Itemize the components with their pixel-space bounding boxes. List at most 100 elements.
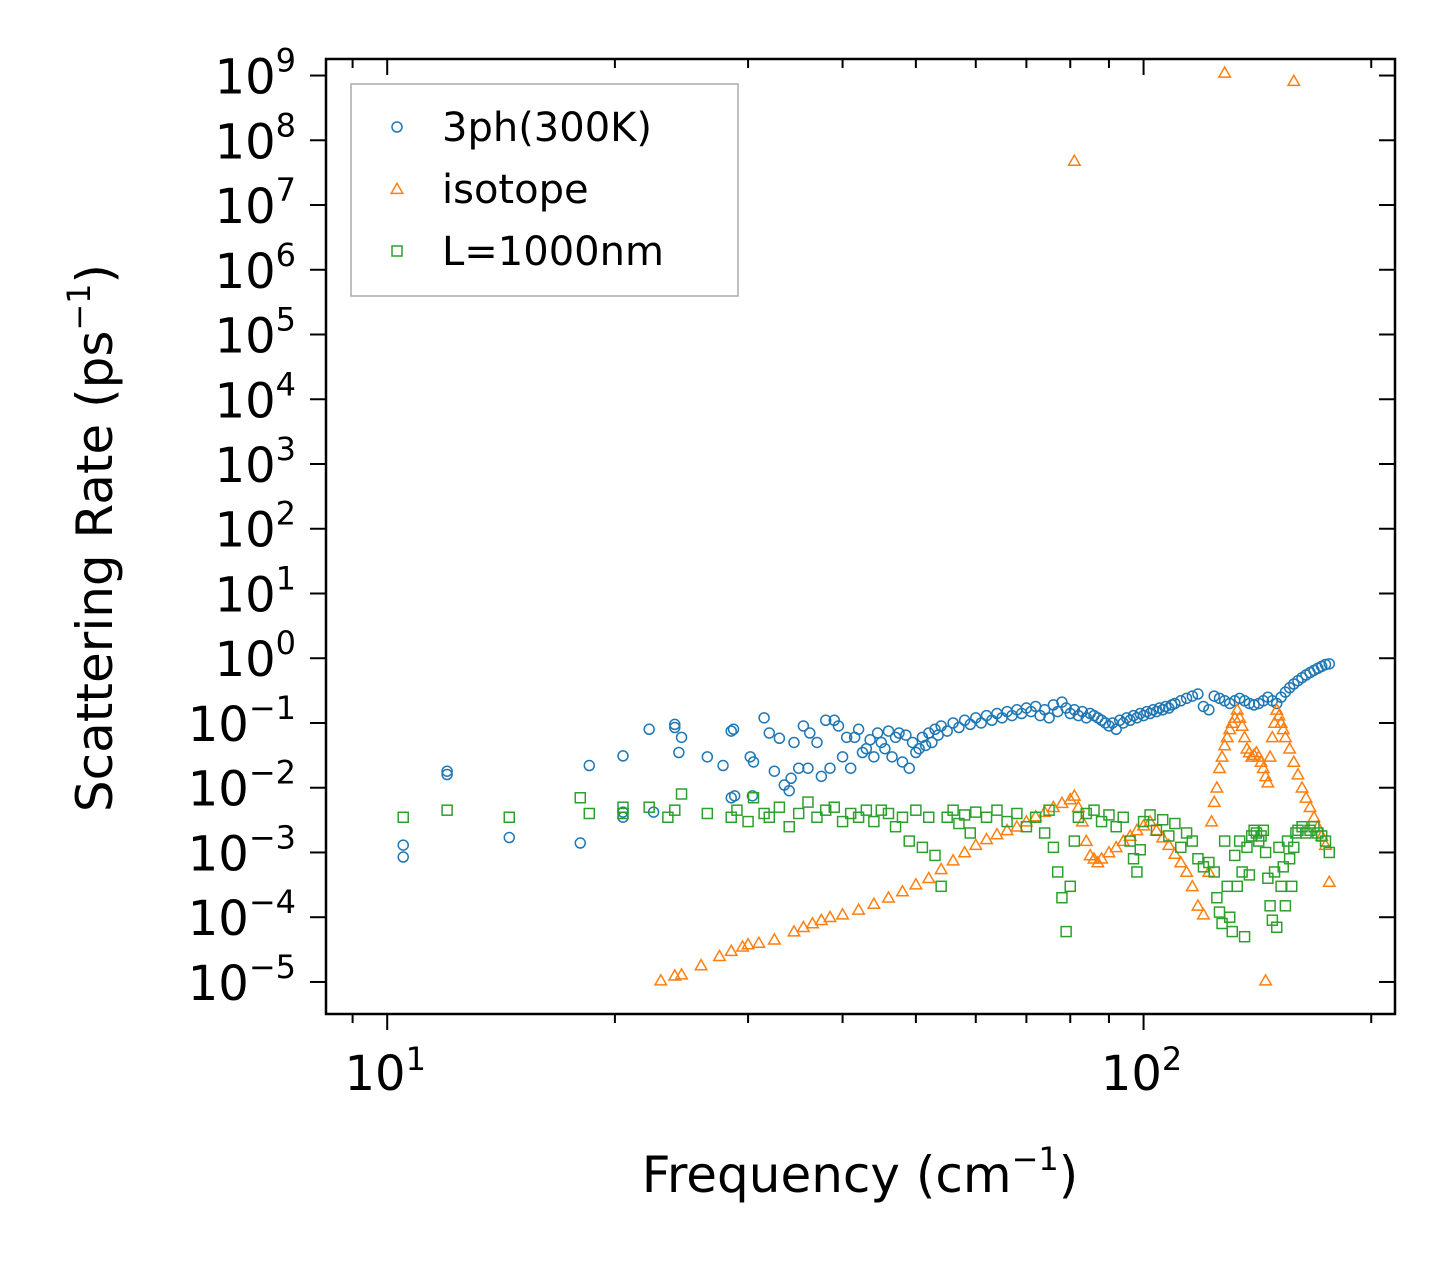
data-point — [1192, 688, 1204, 700]
data-point — [441, 765, 453, 777]
data-point — [742, 815, 754, 828]
data-point — [941, 811, 953, 823]
y-tick-label: 103 — [215, 430, 296, 494]
data-point — [1175, 695, 1187, 707]
data-point — [1241, 841, 1253, 854]
data-point — [1136, 818, 1151, 831]
data-point — [1300, 827, 1312, 839]
data-point — [1020, 820, 1033, 833]
legend-box — [350, 83, 739, 297]
data-point — [929, 849, 941, 862]
data-point — [792, 807, 805, 820]
data-point — [1207, 794, 1222, 808]
data-point — [1127, 852, 1140, 865]
data-point — [1185, 879, 1200, 892]
data-point — [1110, 820, 1122, 833]
ticks-layer: 101 10210−510−410−310−210−110010110210310… — [188, 42, 1395, 1102]
data-point — [1011, 807, 1023, 820]
data-point — [1258, 973, 1273, 986]
data-point — [1156, 704, 1169, 716]
data-point — [1208, 866, 1220, 878]
legend-marker — [391, 121, 403, 133]
data-point — [1312, 827, 1324, 839]
data-point — [1308, 820, 1320, 833]
series-l-1000nm — [397, 788, 1336, 943]
data-point — [1233, 835, 1246, 847]
data-point — [796, 919, 811, 933]
data-point — [441, 804, 453, 816]
data-point — [574, 792, 587, 804]
data-point — [926, 736, 938, 749]
data-point — [935, 880, 947, 893]
data-point — [1075, 814, 1090, 827]
data-point — [1237, 730, 1252, 743]
y-tick-label: 107 — [215, 171, 296, 235]
data-point — [1060, 925, 1072, 938]
data-point — [725, 792, 737, 804]
data-point — [958, 809, 971, 821]
data-point — [1208, 690, 1220, 702]
data-point — [819, 714, 832, 727]
data-point — [669, 718, 681, 731]
data-point — [934, 862, 949, 875]
data-point — [741, 937, 756, 950]
data-point — [836, 815, 849, 828]
data-point — [1296, 820, 1308, 833]
data-point — [783, 784, 795, 797]
y-tick-label: 10−4 — [188, 883, 296, 947]
data-point — [1215, 749, 1230, 762]
data-point — [653, 973, 668, 986]
data-point — [1156, 814, 1169, 826]
data-point — [980, 811, 993, 823]
data-point — [1043, 712, 1055, 724]
data-point — [783, 820, 795, 833]
data-point — [1150, 824, 1163, 837]
data-point — [1277, 861, 1290, 873]
data-point — [1264, 900, 1276, 912]
data-point — [879, 742, 891, 755]
data-point — [785, 772, 797, 785]
data-point — [1265, 730, 1280, 743]
data-point — [1299, 790, 1314, 803]
legend-label: 3ph(300K) — [442, 105, 652, 151]
data-point — [1256, 760, 1271, 774]
data-point — [1212, 760, 1227, 774]
data-point — [991, 804, 1003, 816]
data-point — [886, 751, 898, 763]
data-point — [881, 890, 896, 903]
y-tick-label: 104 — [215, 365, 296, 429]
data-point — [844, 807, 857, 820]
data-point — [953, 721, 965, 734]
data-point — [819, 804, 832, 816]
data-point — [1302, 799, 1318, 813]
data-point — [1216, 917, 1228, 930]
data-point — [662, 811, 674, 823]
data-point — [1229, 849, 1241, 862]
data-point — [1068, 704, 1081, 716]
data-point — [1072, 709, 1085, 722]
data-point — [1067, 788, 1082, 801]
data-point — [694, 958, 709, 971]
data-point — [1190, 898, 1205, 911]
plot-frame — [324, 57, 1397, 1016]
x-tick-label: 102 — [1101, 1040, 1182, 1102]
data-point — [916, 841, 929, 854]
data-point — [773, 732, 786, 745]
data-point — [725, 725, 737, 737]
data-point — [852, 723, 865, 736]
y-tick-label: 106 — [215, 236, 296, 300]
data-point — [675, 731, 688, 744]
data-point — [1186, 690, 1199, 702]
data-point — [989, 827, 1005, 840]
y-axis-label: Scattering Rate (ps−1) — [60, 264, 124, 812]
data-point — [929, 723, 941, 736]
data-point — [1173, 855, 1188, 868]
data-point — [860, 804, 873, 816]
data-point — [1038, 827, 1051, 839]
data-point — [669, 721, 681, 734]
data-point — [735, 939, 750, 952]
y-tick-label: 108 — [215, 106, 296, 170]
data-point — [701, 751, 714, 763]
data-point — [717, 759, 729, 772]
data-point — [1144, 809, 1156, 821]
